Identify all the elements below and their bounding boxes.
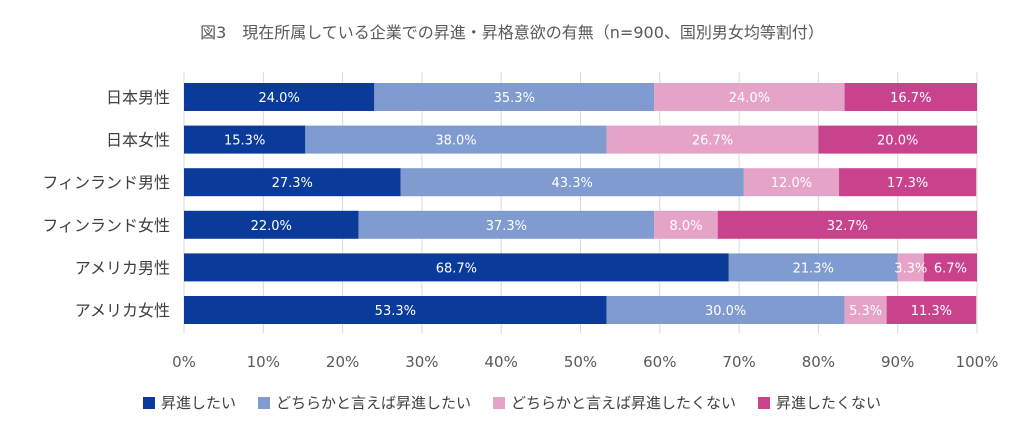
- bar-segment: [839, 168, 977, 197]
- bar-segment: [717, 210, 977, 239]
- bar-segment: [923, 253, 977, 282]
- bar-segment: [606, 125, 819, 154]
- data-label: 20.0%: [877, 134, 918, 149]
- category-label: 日本女性: [106, 131, 170, 150]
- data-label: 26.7%: [692, 134, 733, 149]
- x-tick-label: 10%: [247, 353, 280, 371]
- legend-label: 昇進したい: [161, 394, 236, 412]
- data-label: 43.3%: [552, 176, 593, 191]
- category-label: アメリカ女性: [75, 301, 170, 320]
- category-label: フィンランド男性: [42, 173, 170, 192]
- data-label: 24.0%: [259, 91, 300, 106]
- data-label: 22.0%: [251, 219, 292, 234]
- x-tick-label: 100%: [956, 353, 999, 371]
- x-tick-label: 90%: [881, 353, 914, 371]
- data-label: 32.7%: [827, 219, 868, 234]
- bar-segment: [374, 83, 655, 111]
- data-label: 5.3%: [849, 304, 882, 319]
- x-tick-label: 60%: [643, 353, 676, 371]
- x-tick-label: 70%: [722, 353, 755, 371]
- legend-swatch: [257, 397, 270, 409]
- data-label: 68.7%: [436, 261, 477, 276]
- gridlines: [183, 71, 978, 334]
- data-label: 21.3%: [793, 261, 834, 276]
- bar-segment: [818, 125, 977, 154]
- bar-segment: [184, 83, 375, 111]
- bar-segment: [606, 296, 845, 324]
- x-tick-label: 40%: [485, 353, 518, 371]
- bar-segment: [897, 253, 924, 282]
- bar-segment: [184, 168, 401, 197]
- data-labels: 24.0% 35.3% 24.0% 16.7% 15.3% 38.0% 26.7% 20.0%…: [224, 91, 967, 319]
- data-label: 15.3%: [224, 134, 265, 149]
- bar-segment: [844, 296, 887, 324]
- bar-segment: [305, 125, 607, 154]
- data-label: 6.7%: [934, 261, 967, 276]
- data-label: 11.3%: [911, 304, 952, 319]
- bar-segment: [743, 168, 840, 197]
- bar-segment: [844, 83, 977, 111]
- legend-label: どちらかと言えば昇進したくない: [511, 394, 736, 412]
- data-label: 30.0%: [705, 304, 746, 319]
- bar-segment: [184, 296, 607, 324]
- bars: [184, 83, 977, 324]
- x-tick-label: 0%: [172, 353, 196, 371]
- bar-segment: [654, 83, 845, 111]
- bar-segment: [886, 296, 977, 324]
- category-label: アメリカ男性: [75, 258, 170, 277]
- chart-title: 図3 現在所属している企業での昇進・昇格意欲の有無（n=900、国別男女均等割付…: [200, 23, 824, 42]
- legend-swatch: [493, 397, 505, 409]
- data-label: 17.3%: [887, 176, 928, 191]
- x-tick-label: 50%: [564, 353, 597, 371]
- legend: 昇進したい どちらかと言えば昇進したい どちらかと言えば昇進したくない 昇進したくない: [142, 394, 881, 412]
- data-label: 24.0%: [729, 91, 770, 106]
- data-label: 53.3%: [375, 304, 416, 319]
- data-label: 16.7%: [890, 91, 931, 106]
- value-axis: 0% 10% 20% 30% 40% 50% 60% 70% 80% 90% 100%: [172, 353, 998, 371]
- category-label: 日本男性: [106, 88, 170, 107]
- bar-segment: [654, 210, 718, 239]
- data-label: 37.3%: [486, 219, 527, 234]
- data-label: 38.0%: [435, 134, 476, 149]
- x-tick-label: 80%: [802, 353, 835, 371]
- bar-segment: [184, 125, 306, 154]
- data-label: 12.0%: [771, 176, 812, 191]
- bar-segment: [184, 210, 359, 239]
- data-label: 3.3%: [894, 261, 927, 276]
- category-label: フィンランド女性: [42, 216, 170, 235]
- legend-label: どちらかと言えば昇進したい: [276, 394, 471, 412]
- legend-swatch: [142, 397, 155, 409]
- bar-segment: [184, 253, 729, 282]
- data-label: 27.3%: [272, 176, 313, 191]
- x-tick-label: 30%: [405, 353, 438, 371]
- bar-segment: [400, 168, 744, 197]
- bar-segment: [728, 253, 898, 282]
- legend-swatch: [758, 397, 771, 409]
- legend-label: 昇進したくない: [776, 394, 881, 412]
- data-label: 8.0%: [669, 219, 702, 234]
- data-label: 35.3%: [494, 91, 535, 106]
- x-tick-label: 20%: [326, 353, 359, 371]
- bar-segment: [358, 210, 655, 239]
